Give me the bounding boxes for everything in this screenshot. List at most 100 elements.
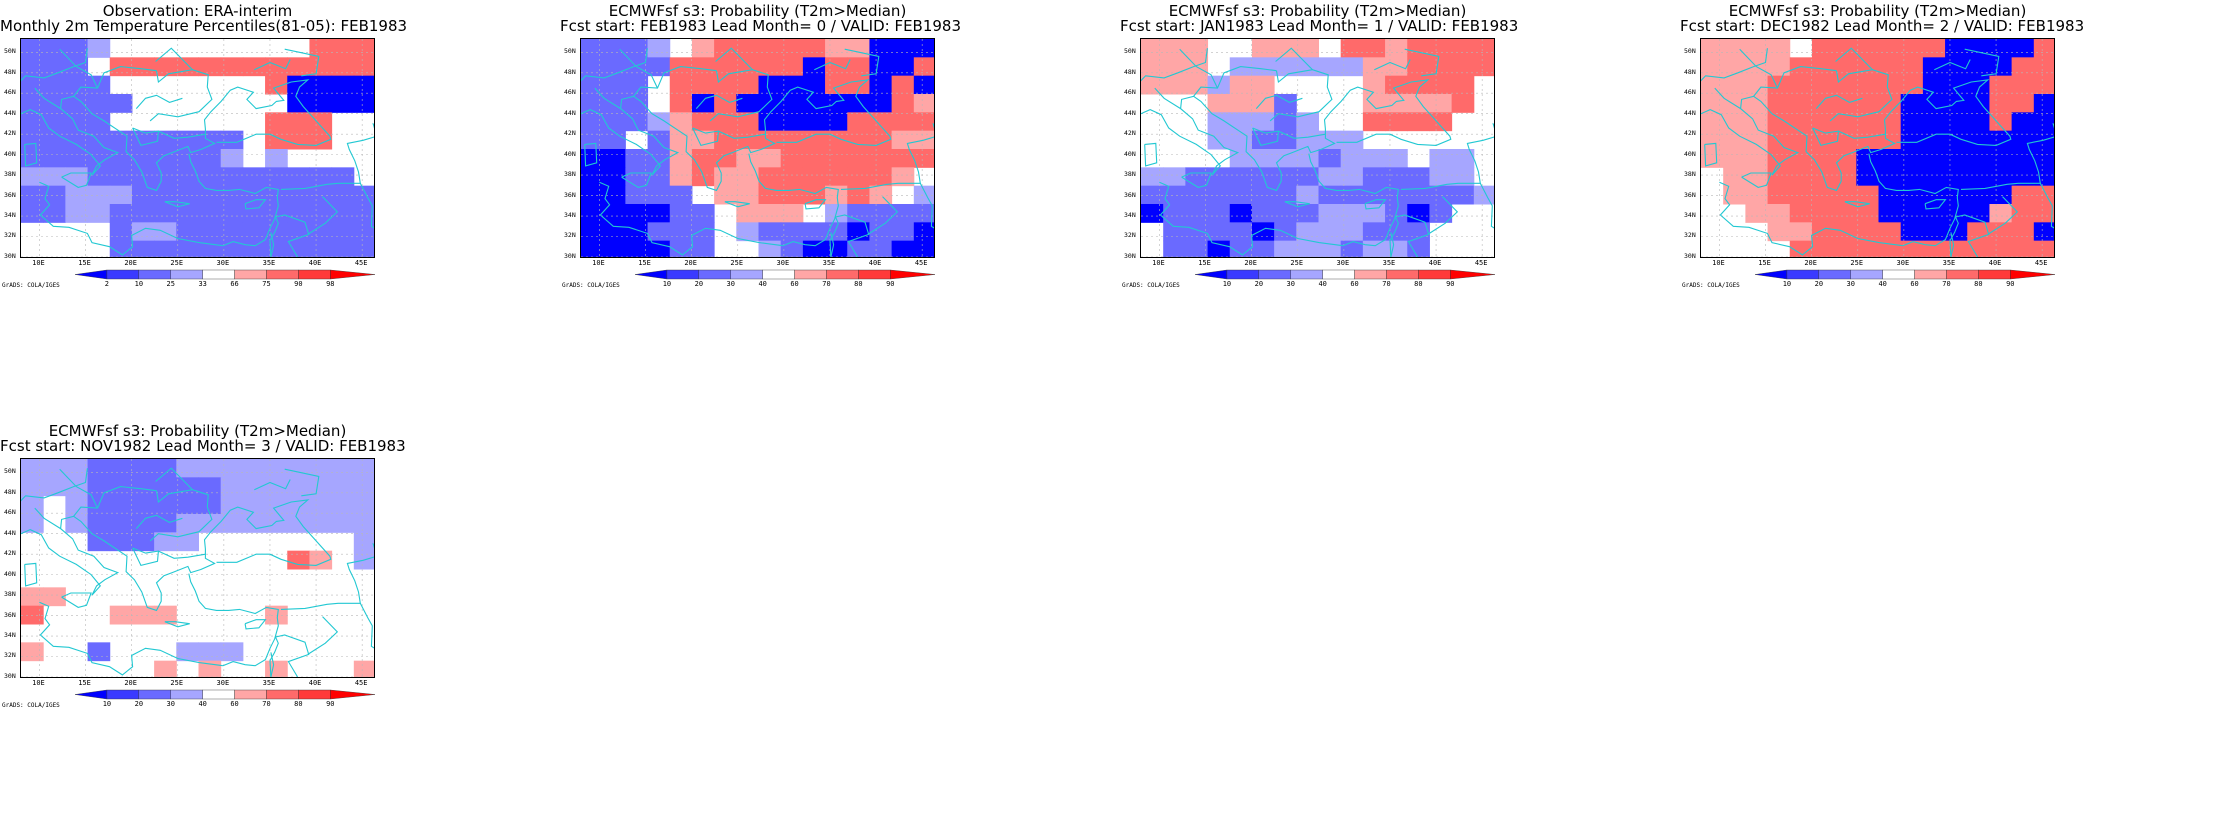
grid-cell bbox=[669, 130, 693, 150]
colorbar-segment bbox=[330, 689, 376, 700]
grid-cell bbox=[736, 204, 759, 223]
colorbar-segment bbox=[794, 269, 827, 280]
coastline bbox=[1159, 181, 1343, 256]
latitude-label: 32N bbox=[564, 231, 576, 240]
grid-cell bbox=[309, 75, 333, 95]
grid-cell bbox=[1922, 240, 1946, 257]
grid-cell bbox=[1207, 222, 1231, 242]
grid-cell bbox=[802, 94, 826, 113]
map-plot-area bbox=[20, 38, 375, 258]
longitude-label: 35E bbox=[1382, 259, 1396, 267]
coastline bbox=[244, 619, 267, 630]
grid-cell bbox=[603, 204, 626, 223]
grid-cell bbox=[714, 39, 737, 58]
grid-cell bbox=[1362, 167, 1386, 187]
grid-cell bbox=[353, 514, 374, 533]
grid-cell bbox=[1701, 130, 1724, 150]
colorbar-label: 90 bbox=[1446, 280, 1455, 288]
grid-cell bbox=[1385, 240, 1408, 257]
colorbar-segment bbox=[1226, 269, 1260, 280]
grid-cell bbox=[1407, 112, 1430, 132]
grid-cell bbox=[1141, 57, 1164, 77]
coastline bbox=[1704, 142, 1718, 167]
grid-cell bbox=[891, 204, 915, 223]
longitude-label: 15E bbox=[638, 259, 651, 267]
grid-cell bbox=[1967, 57, 1990, 77]
grid-cell bbox=[331, 477, 355, 497]
grid-cell bbox=[691, 57, 715, 77]
grid-cell bbox=[913, 222, 934, 242]
grid-cell bbox=[109, 130, 133, 150]
grid-cell bbox=[758, 167, 782, 187]
map-panel: ECMWFsf s3: Probability (T2m>Median) Fcst… bbox=[1120, 0, 1680, 420]
grid-cell bbox=[265, 57, 288, 77]
coastline bbox=[621, 172, 652, 188]
coastline bbox=[1252, 127, 1280, 147]
longitude-label: 25E bbox=[170, 679, 184, 687]
grid-cell bbox=[1878, 39, 1902, 58]
grid-cell bbox=[669, 185, 693, 205]
coastline bbox=[149, 489, 213, 542]
grid-cell bbox=[1274, 112, 1297, 132]
grid-cell bbox=[1318, 185, 1342, 205]
grid-cell bbox=[847, 185, 870, 205]
grid-cell bbox=[1407, 39, 1430, 58]
grid-cell bbox=[758, 204, 782, 223]
colorbar-label: 33 bbox=[198, 280, 207, 288]
grid-cell bbox=[353, 57, 374, 77]
grid-cell bbox=[1362, 57, 1386, 77]
grid-cell bbox=[1967, 167, 1990, 187]
grid-cell bbox=[131, 514, 155, 533]
grid-cell bbox=[1362, 240, 1386, 257]
colorbar-label: 98 bbox=[326, 280, 335, 288]
grid-cell bbox=[913, 94, 934, 113]
grid-cell bbox=[647, 185, 671, 205]
grid-cell bbox=[1811, 75, 1835, 95]
grid-cell bbox=[65, 459, 89, 478]
grid-cell bbox=[154, 204, 177, 223]
grid-cell bbox=[891, 130, 915, 150]
colorbar-segment bbox=[1450, 269, 1496, 280]
grid-cell bbox=[1811, 204, 1835, 223]
grid-cell bbox=[1745, 94, 1769, 113]
grid-cell bbox=[691, 75, 715, 95]
grid-cell bbox=[220, 204, 244, 223]
coastline bbox=[814, 59, 851, 71]
coastline bbox=[1193, 66, 1277, 97]
map-plot-area bbox=[1140, 38, 1495, 258]
grid-cell bbox=[1274, 149, 1297, 168]
grid-cell bbox=[802, 149, 826, 168]
grid-cell bbox=[198, 642, 222, 662]
latitude-label: 48N bbox=[4, 67, 16, 76]
grid-cell bbox=[1878, 112, 1902, 132]
grid-cell bbox=[331, 514, 355, 533]
coastline bbox=[1987, 196, 2019, 235]
grid-cell bbox=[1701, 112, 1724, 132]
grid-cell bbox=[1922, 39, 1946, 58]
grid-cell bbox=[176, 240, 199, 257]
grid-cell bbox=[1856, 57, 1879, 77]
grid-cell bbox=[1745, 39, 1769, 58]
latitude-label: 38N bbox=[1124, 170, 1136, 179]
grid-cell bbox=[21, 130, 44, 150]
grid-cell bbox=[265, 149, 288, 168]
grid-cell bbox=[847, 75, 870, 95]
coastline bbox=[158, 130, 206, 139]
grid-cell bbox=[1362, 75, 1386, 95]
grid-cell bbox=[1856, 149, 1879, 168]
grid-cell bbox=[198, 130, 222, 150]
coastline bbox=[581, 79, 892, 192]
longitude-label: 20E bbox=[124, 679, 137, 687]
grid-cell bbox=[691, 94, 715, 113]
grid-cell bbox=[581, 75, 604, 95]
grid-cell bbox=[1451, 149, 1475, 168]
coastline bbox=[1181, 172, 1212, 188]
grid-cell bbox=[669, 167, 693, 187]
grid-cell bbox=[176, 149, 199, 168]
grid-cell bbox=[1856, 39, 1879, 58]
latitude-label: 36N bbox=[1684, 190, 1696, 199]
grid-cell bbox=[1967, 112, 1990, 132]
grid-cell bbox=[1789, 130, 1813, 150]
grid-cell bbox=[825, 94, 848, 113]
grid-cell bbox=[780, 167, 804, 187]
